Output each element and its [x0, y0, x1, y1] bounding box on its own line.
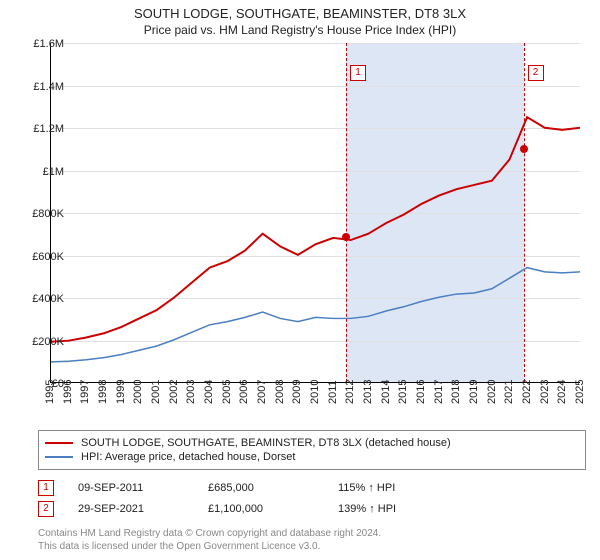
x-tick-label: 2017 [433, 380, 445, 404]
legend: SOUTH LODGE, SOUTHGATE, BEAMINSTER, DT8 … [38, 430, 586, 470]
credit-text: Contains HM Land Registry data © Crown c… [38, 527, 586, 553]
x-tick-label: 1998 [97, 380, 109, 404]
x-tick-label: 2013 [362, 380, 374, 404]
transaction-pct: 139% ↑ HPI [338, 503, 468, 515]
y-tick-label: £200K [32, 336, 64, 348]
transactions-table: 1 09-SEP-2011£685,000115% ↑ HPI 2 29-SEP-20… [38, 480, 586, 517]
transaction-row: 1 09-SEP-2011£685,000115% ↑ HPI [38, 480, 586, 496]
y-tick-label: £1.6M [33, 38, 64, 50]
legend-label: HPI: Average price, detached house, Dors… [81, 451, 295, 463]
y-tick-label: £600K [32, 251, 64, 263]
x-tick-label: 2021 [503, 380, 515, 404]
chart-lines [51, 43, 580, 382]
series-price_paid [51, 117, 580, 342]
x-tick-label: 2003 [185, 380, 197, 404]
x-tick-label: 2022 [521, 380, 533, 404]
credit-line: Contains HM Land Registry data © Crown c… [38, 527, 586, 540]
x-tick-label: 2002 [168, 380, 180, 404]
page-title: SOUTH LODGE, SOUTHGATE, BEAMINSTER, DT8 … [0, 6, 600, 21]
transaction-id-box: 2 [38, 501, 54, 517]
transaction-row: 2 29-SEP-2021£1,100,000139% ↑ HPI [38, 501, 586, 517]
y-tick-label: £1.2M [33, 123, 64, 135]
x-tick-label: 2015 [397, 380, 409, 404]
y-tick-label: £800K [32, 208, 64, 220]
y-tick-label: £0 [52, 378, 64, 390]
transaction-pct: 115% ↑ HPI [338, 482, 468, 494]
x-tick-label: 2001 [150, 380, 162, 404]
legend-item: SOUTH LODGE, SOUTHGATE, BEAMINSTER, DT8 … [45, 437, 579, 449]
x-tick-label: 2019 [468, 380, 480, 404]
page-subtitle: Price paid vs. HM Land Registry's House … [0, 23, 600, 37]
credit-line: This data is licensed under the Open Gov… [38, 540, 586, 553]
x-tick-label: 2024 [556, 380, 568, 404]
x-tick-label: 2023 [539, 380, 551, 404]
chart: 12 [50, 43, 580, 383]
x-tick-label: 2025 [574, 380, 586, 404]
x-tick-label: 2004 [203, 380, 215, 404]
y-tick-label: £1M [43, 166, 64, 178]
transaction-price: £1,100,000 [208, 503, 338, 515]
sale-point-marker [342, 233, 350, 241]
x-tick-label: 2009 [291, 380, 303, 404]
x-tick-label: 2006 [238, 380, 250, 404]
x-tick-label: 2005 [221, 380, 233, 404]
series-hpi [51, 268, 580, 362]
transaction-id-box: 1 [38, 480, 54, 496]
x-axis-labels: 1995199619971998199920002001200220032004… [50, 390, 580, 430]
x-tick-label: 1997 [79, 380, 91, 404]
x-tick-label: 1999 [115, 380, 127, 404]
transaction-date: 09-SEP-2011 [78, 482, 208, 494]
x-tick-label: 2020 [486, 380, 498, 404]
y-tick-label: £1.4M [33, 81, 64, 93]
x-tick-label: 2000 [132, 380, 144, 404]
x-tick-label: 2012 [344, 380, 356, 404]
x-tick-label: 2010 [309, 380, 321, 404]
x-tick-label: 2014 [380, 380, 392, 404]
sale-point-marker [520, 145, 528, 153]
legend-swatch [45, 442, 73, 444]
plot-area: 12 [50, 43, 580, 383]
x-tick-label: 2018 [450, 380, 462, 404]
x-tick-label: 2011 [327, 380, 339, 404]
legend-swatch [45, 456, 73, 458]
y-tick-label: £400K [32, 293, 64, 305]
x-tick-label: 2007 [256, 380, 268, 404]
x-tick-label: 2016 [415, 380, 427, 404]
transaction-price: £685,000 [208, 482, 338, 494]
transaction-date: 29-SEP-2021 [78, 503, 208, 515]
legend-label: SOUTH LODGE, SOUTHGATE, BEAMINSTER, DT8 … [81, 437, 451, 449]
x-tick-label: 2008 [274, 380, 286, 404]
legend-item: HPI: Average price, detached house, Dors… [45, 451, 579, 463]
